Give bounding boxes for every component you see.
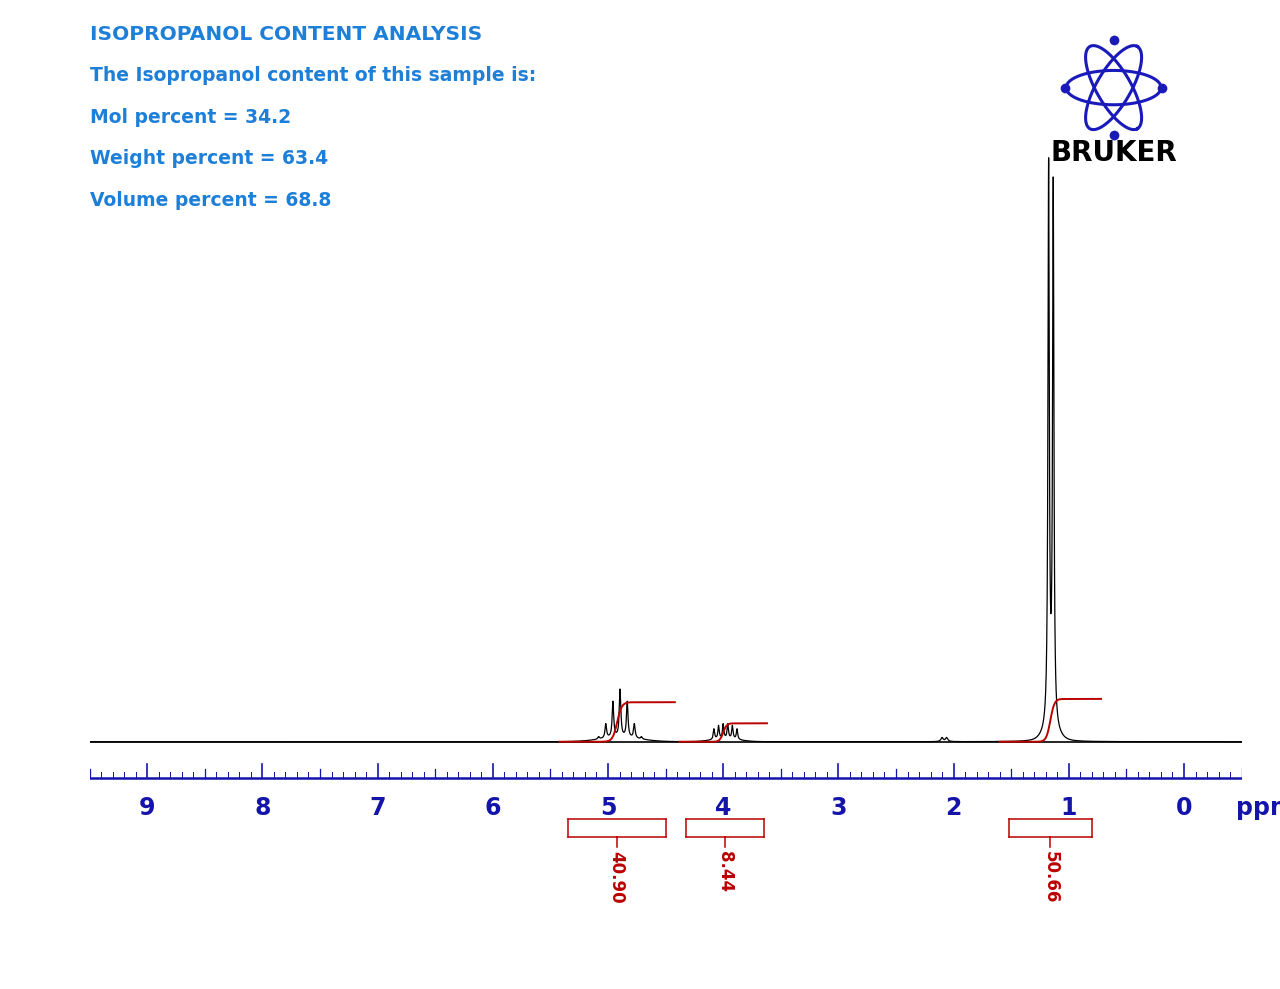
Text: ISOPROPANOL CONTENT ANALYSIS: ISOPROPANOL CONTENT ANALYSIS xyxy=(90,25,481,44)
Text: 7: 7 xyxy=(370,796,385,821)
Text: Mol percent = 34.2: Mol percent = 34.2 xyxy=(90,108,291,127)
Text: 1: 1 xyxy=(1061,796,1076,821)
Text: 4: 4 xyxy=(716,796,731,821)
Text: 5: 5 xyxy=(600,796,616,821)
Text: 40.90: 40.90 xyxy=(608,851,626,903)
Text: 3: 3 xyxy=(831,796,846,821)
Text: 8: 8 xyxy=(255,796,270,821)
Text: 50.66: 50.66 xyxy=(1042,851,1060,903)
Text: The Isopropanol content of this sample is:: The Isopropanol content of this sample i… xyxy=(90,66,536,85)
Text: 6: 6 xyxy=(485,796,500,821)
Text: 8.44: 8.44 xyxy=(716,851,733,892)
Text: Volume percent = 68.8: Volume percent = 68.8 xyxy=(90,191,332,210)
Text: 9: 9 xyxy=(140,796,155,821)
Text: BRUKER: BRUKER xyxy=(1050,139,1178,167)
Text: 2: 2 xyxy=(946,796,961,821)
Text: 0: 0 xyxy=(1176,796,1192,821)
Text: ppm: ppm xyxy=(1236,796,1280,821)
Text: Weight percent = 63.4: Weight percent = 63.4 xyxy=(90,149,328,168)
